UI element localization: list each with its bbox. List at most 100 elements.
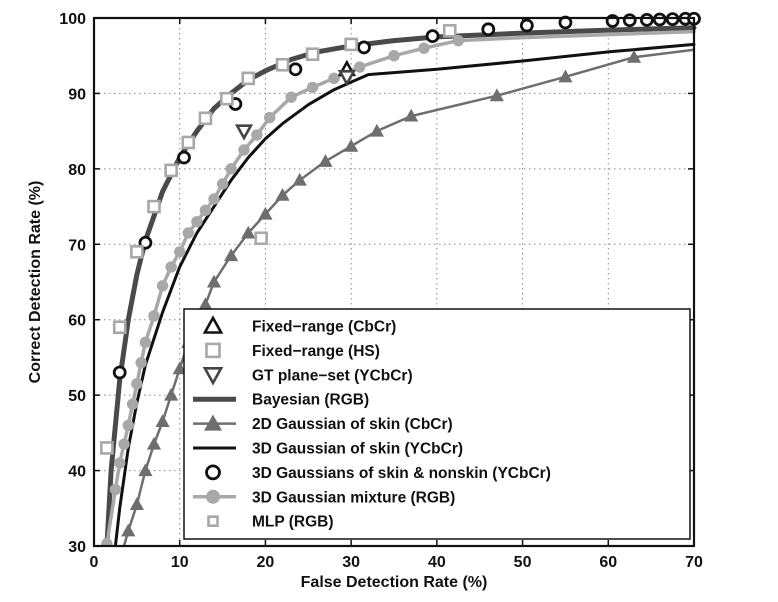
data-point: [558, 69, 573, 83]
series-5: [113, 42, 696, 546]
data-point: [109, 483, 122, 496]
x-tick-label: 60: [599, 554, 617, 571]
data-point: [305, 47, 320, 62]
data-point: [241, 71, 256, 86]
data-point: [234, 124, 254, 141]
data-point: [251, 129, 263, 141]
legend-label: 3D Gaussian of skin (YCbCr): [252, 441, 463, 458]
data-point: [206, 274, 222, 288]
data-point: [264, 111, 276, 124]
data-point: [425, 29, 440, 44]
y-tick-label: 100: [59, 11, 86, 28]
data-point: [121, 523, 136, 537]
legend-item: Bayesian (RGB): [193, 392, 369, 409]
data-point: [519, 18, 534, 33]
data-point: [344, 138, 359, 152]
data-point: [639, 12, 654, 27]
data-point: [241, 225, 256, 239]
plot-frame: [92, 16, 696, 548]
legend-marker: [204, 414, 222, 431]
data-point: [198, 111, 213, 126]
x-tick-label: 30: [342, 554, 360, 571]
legend-marker: [205, 464, 221, 481]
data-point: [306, 81, 319, 94]
series-8: [100, 37, 358, 455]
legend-marker: [207, 515, 219, 528]
data-point: [404, 108, 419, 122]
legend-label: Fixed−range (HS): [252, 343, 380, 360]
data-point: [130, 245, 144, 259]
data-point: [442, 24, 457, 38]
data-point: [452, 34, 464, 47]
data-point: [172, 361, 187, 375]
data-point: [112, 320, 127, 335]
series-2: [234, 70, 356, 141]
x-tick-label: 20: [257, 554, 275, 571]
data-point: [135, 357, 147, 369]
x-tick-label: 0: [90, 554, 99, 571]
data-point: [165, 261, 177, 273]
data-point: [369, 123, 384, 137]
series-layer: [100, 11, 701, 546]
data-point: [155, 414, 170, 428]
x-tick-label: 50: [514, 554, 532, 571]
legend-label: Fixed−range (CbCr): [252, 319, 396, 336]
data-point: [626, 49, 642, 63]
legend-item: Fixed−range (HS): [205, 342, 380, 360]
y-tick-label: 90: [68, 86, 86, 103]
y-tick-label: 50: [68, 388, 86, 405]
legend-item: 3D Gaussian mixture (RGB): [193, 489, 455, 506]
data-point: [146, 436, 162, 450]
legend-label: MLP (RGB): [252, 514, 334, 531]
x-tick-label: 10: [171, 554, 189, 571]
x-tick-label: 70: [685, 554, 703, 571]
data-point: [238, 144, 250, 156]
data-point: [285, 91, 297, 103]
data-point: [275, 57, 290, 72]
x-axis-label: False Detection Rate (%): [301, 574, 488, 591]
series-6: [112, 11, 701, 380]
data-point: [418, 42, 430, 54]
legend-item: MLP (RGB): [207, 514, 334, 531]
tick-labels: 0 10 20 30 40 50 60 70 30 40 50 60 70 80 90 100: [59, 11, 703, 571]
y-tick-label: 70: [68, 237, 86, 254]
x-tick-label: 40: [428, 554, 446, 571]
data-point: [328, 72, 340, 85]
series-1: [254, 24, 457, 246]
data-point: [164, 163, 178, 178]
data-point: [199, 204, 212, 217]
data-point: [182, 227, 194, 239]
data-point: [126, 398, 139, 410]
legend-box: [183, 308, 691, 540]
data-point: [388, 50, 400, 62]
y-tick-label: 60: [68, 313, 86, 330]
data-point: [275, 187, 290, 201]
data-point: [224, 248, 239, 262]
data-point: [622, 13, 637, 28]
data-point: [100, 441, 114, 455]
y-tick-label: 80: [68, 162, 86, 179]
legend: Fixed−range (CbCr) Fixed−range (HS) GT pla…: [183, 308, 691, 540]
y-tick-label: 30: [68, 539, 86, 556]
data-point: [220, 91, 234, 106]
data-point: [129, 497, 144, 511]
y-axis-label: Correct Detection Rate (%): [27, 181, 44, 384]
data-point: [357, 40, 371, 55]
data-point: [174, 246, 186, 258]
data-point: [156, 280, 169, 292]
series-7: [101, 29, 696, 546]
data-point: [101, 538, 113, 546]
data-point: [254, 231, 268, 246]
data-point: [164, 387, 179, 401]
legend-marker: [202, 366, 224, 386]
data-point: [337, 70, 356, 87]
legend-label: 3D Gaussians of skin & nonskin (YCbCr): [252, 465, 551, 482]
y-tick-label: 40: [68, 464, 86, 481]
data-point: [198, 297, 213, 311]
data-point: [139, 336, 152, 349]
data-point: [114, 457, 126, 469]
legend-item: 3D Gaussian of skin (YCbCr): [193, 441, 463, 458]
data-point: [652, 12, 667, 27]
legend-item: GT plane−set (YCbCr): [202, 366, 413, 386]
